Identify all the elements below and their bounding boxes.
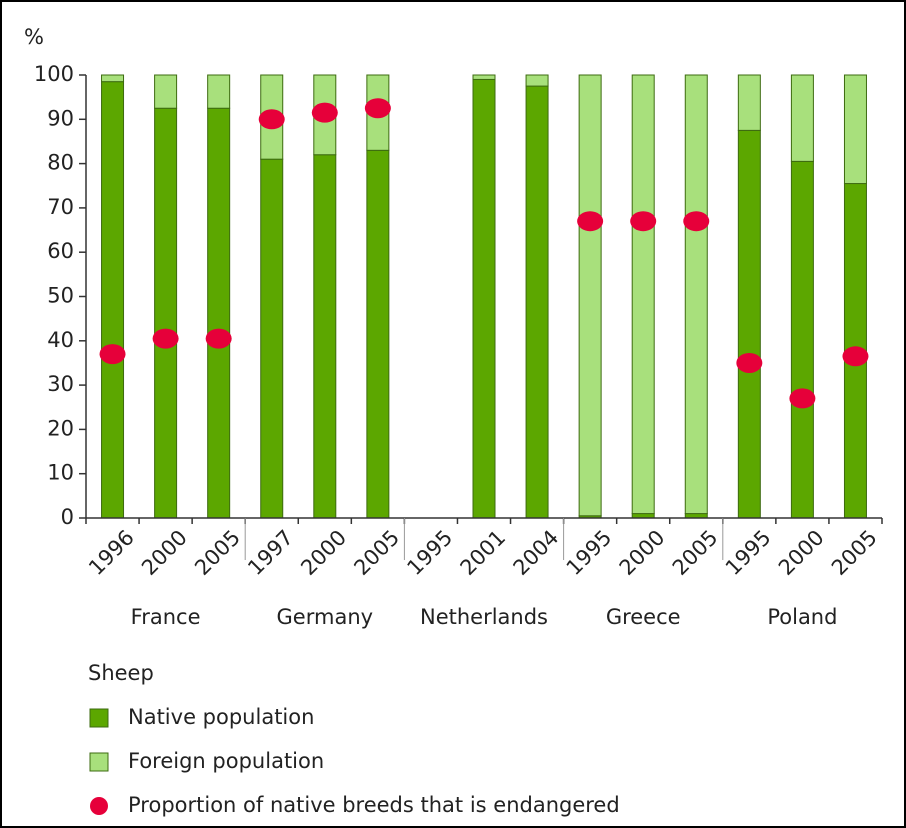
y-tick-label: 30 [47,372,74,396]
bar-segment [737,74,761,131]
y-tick-label: 90 [47,106,74,130]
bar-segment [790,160,814,519]
y-tick-label: 50 [47,284,74,308]
y-tick-label: 60 [47,239,74,263]
y-tick-label: 0 [61,505,74,529]
group-label: France [131,605,201,629]
legend-swatch [89,752,109,772]
dot [311,102,338,123]
bar-segment [260,158,284,519]
bar-segment [525,74,549,87]
y-tick-label: 80 [47,151,74,175]
dot [630,211,657,232]
bar-segment [154,107,178,519]
dot [364,98,391,119]
legend-swatch [90,797,108,815]
legend-title: Sheep [88,661,154,685]
legend-swatch [89,708,109,728]
bar-segment [472,78,496,519]
bar-segment [101,74,125,83]
y-tick-label: 20 [47,416,74,440]
legend-label: Foreign population [128,749,324,773]
group-label: Poland [767,605,837,629]
group-label: Greece [606,605,681,629]
y-tick-label: 40 [47,328,74,352]
dot [152,328,179,349]
dot [258,109,285,130]
y-tick-label: 10 [47,461,74,485]
legend-label: Native population [128,705,314,729]
bar-segment [684,74,708,515]
bar-segment [472,74,496,80]
dot [683,211,710,232]
bar-segment [790,74,814,162]
bar-segment [207,74,231,109]
y-axis-label: % [24,25,44,49]
bar-segment [313,154,337,519]
legend-label: Proportion of native breeds that is enda… [128,793,620,817]
dot [577,211,604,232]
dot [842,346,869,367]
y-tick-label: 100 [34,62,74,86]
bar-segment [154,74,178,109]
bar-segment [843,74,867,185]
group-label: Germany [277,605,374,629]
dot [99,344,126,365]
bar-segment [578,74,602,517]
dot [736,352,763,373]
y-tick-label: 70 [47,195,74,219]
bar-segment [366,149,390,519]
bar-segment [207,107,231,519]
dot [205,328,232,349]
bar-segment [631,74,655,515]
bar-segment [737,129,761,519]
group-label: Netherlands [420,605,548,629]
dot [789,388,816,409]
bar-segment [525,85,549,519]
bar-segment [101,81,125,519]
